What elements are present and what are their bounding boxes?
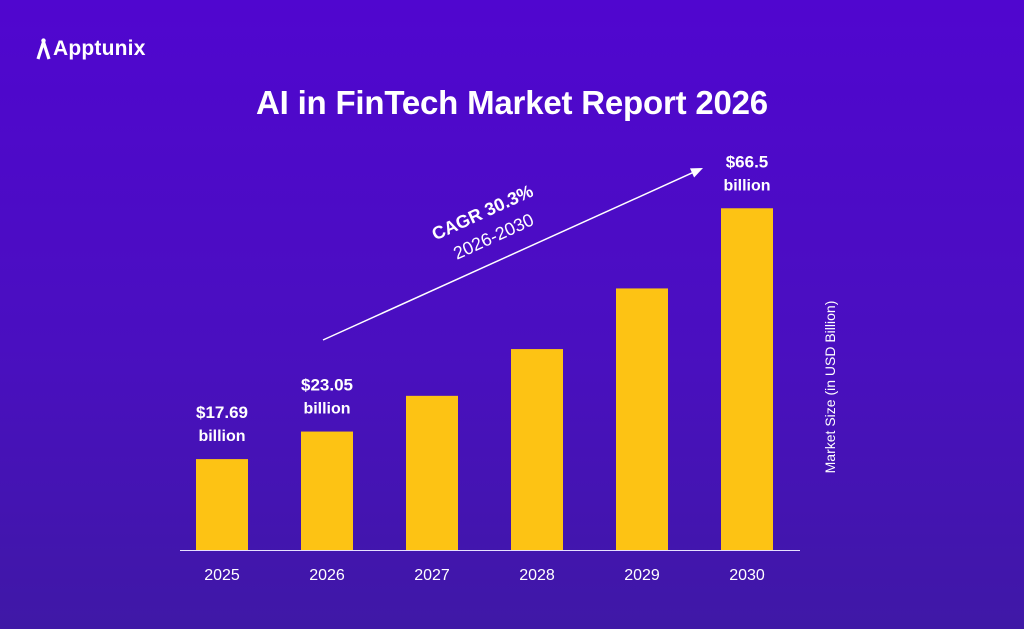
y-axis-label: Market Size (in USD Billion) xyxy=(822,300,838,474)
x-tick-label-2027: 2027 xyxy=(414,567,450,584)
cagr-arrow-head xyxy=(690,168,703,178)
bar-2029 xyxy=(616,288,668,550)
data-label-amount-2026: $23.05 xyxy=(301,376,353,395)
data-label-unit-2025: billion xyxy=(198,428,245,445)
cagr-arrow-line xyxy=(322,170,696,341)
x-tick-label-2030: 2030 xyxy=(729,567,765,584)
data-label-amount-2030: $66.5 xyxy=(726,152,769,171)
bar-2027 xyxy=(406,395,458,550)
x-tick-label-2026: 2026 xyxy=(309,567,345,584)
brand-name: Apptunix xyxy=(53,37,146,60)
chart-title: AI in FinTech Market Report 2026 xyxy=(256,84,768,121)
bar-2030 xyxy=(721,208,773,550)
apptunix-logo-icon xyxy=(36,38,51,60)
x-tick-label-2025: 2025 xyxy=(204,567,240,584)
data-label-unit-2030: billion xyxy=(723,177,770,194)
data-label-unit-2026: billion xyxy=(303,401,350,418)
bar-2025 xyxy=(196,459,248,550)
bar-2026 xyxy=(301,431,353,550)
bar-2028 xyxy=(511,349,563,550)
x-tick-label-2029: 2029 xyxy=(624,567,660,584)
brand-logo: Apptunix xyxy=(36,30,146,60)
data-label-amount-2025: $17.69 xyxy=(196,403,248,422)
x-tick-label-2028: 2028 xyxy=(519,567,555,584)
